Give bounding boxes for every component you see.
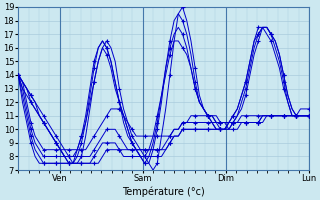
X-axis label: Température (°c): Température (°c) bbox=[122, 186, 205, 197]
